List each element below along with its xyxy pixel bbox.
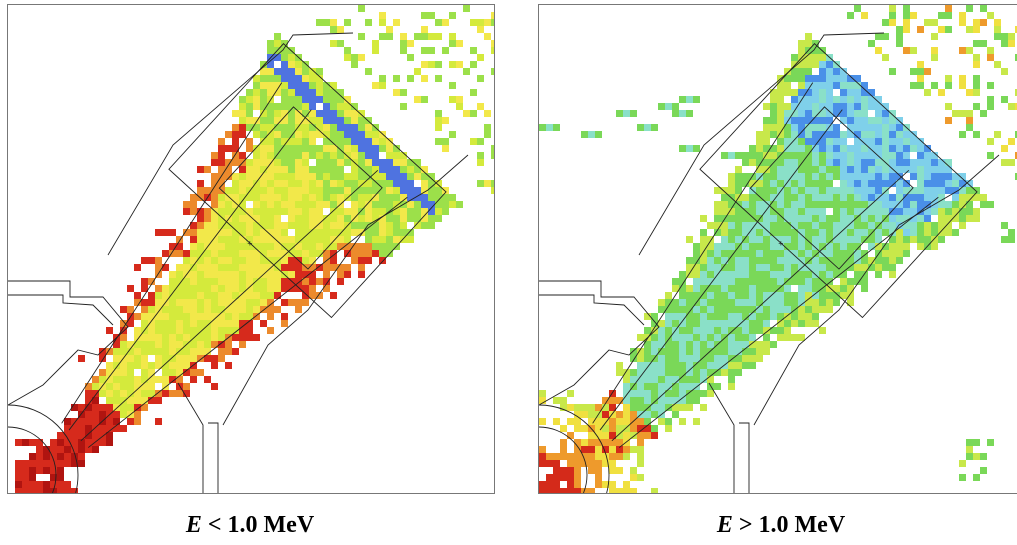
room-outline-right bbox=[222, 154, 469, 426]
detector-core-outline bbox=[218, 106, 383, 270]
dose-map-high-energy: + bbox=[539, 5, 1017, 493]
caption-symbol: E bbox=[185, 512, 202, 538]
detector-outline bbox=[168, 43, 447, 319]
collimator-line bbox=[611, 169, 910, 442]
room-outline-right bbox=[753, 154, 1000, 426]
room-outline-top bbox=[107, 32, 354, 256]
caption-symbol: E bbox=[716, 512, 733, 538]
crosshair-marker: + bbox=[247, 238, 252, 248]
caption-low-energy: E < 1.0 MeV bbox=[7, 512, 493, 539]
caption-condition: < 1.0 MeV bbox=[201, 512, 315, 538]
wall-outline-inner bbox=[208, 422, 219, 493]
caption-high-energy: E > 1.0 MeV bbox=[538, 512, 1017, 539]
collimator-line bbox=[618, 196, 939, 448]
detector-core-outline bbox=[749, 106, 914, 270]
source-housing-outer bbox=[539, 404, 610, 493]
source-housing-inner bbox=[8, 426, 57, 493]
dose-pixel-layer bbox=[539, 5, 1017, 493]
dose-map-panel-high-energy: + bbox=[538, 4, 1017, 494]
collimator-line bbox=[592, 82, 814, 424]
dose-map-panel-low-energy: + bbox=[7, 4, 495, 494]
wall-outline bbox=[708, 382, 735, 493]
source-housing-outer bbox=[8, 404, 79, 493]
collimator-line bbox=[68, 109, 312, 431]
collimator-line bbox=[61, 82, 283, 424]
detector-outline bbox=[699, 43, 978, 319]
caption-condition: > 1.0 MeV bbox=[732, 512, 846, 538]
source-housing-inner bbox=[539, 426, 588, 493]
crosshair-marker: + bbox=[778, 238, 783, 248]
shield-outline bbox=[539, 280, 660, 406]
dose-pixel-layer bbox=[15, 5, 494, 493]
collimator-line bbox=[87, 196, 408, 448]
room-outline-top bbox=[638, 32, 885, 256]
shield-outline-inner bbox=[539, 294, 645, 326]
wall-outline-inner bbox=[739, 422, 750, 493]
shield-outline bbox=[8, 280, 129, 406]
shield-outline-inner bbox=[8, 294, 114, 326]
dose-map-low-energy: + bbox=[8, 5, 494, 493]
collimator-line bbox=[80, 169, 379, 442]
wall-outline bbox=[177, 382, 204, 493]
collimator-line bbox=[599, 109, 843, 431]
